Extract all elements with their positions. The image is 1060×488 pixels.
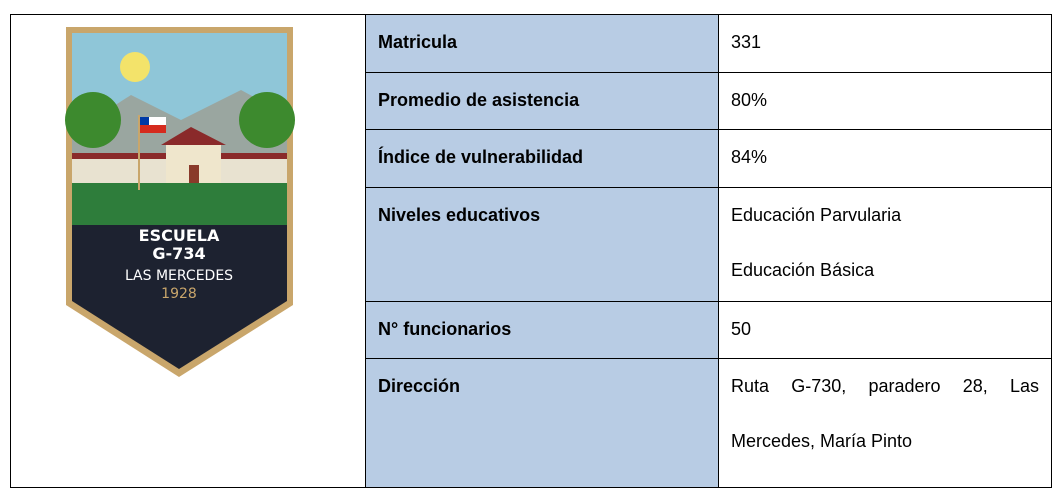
row-label: Promedio de asistencia — [365, 71, 719, 131]
field — [72, 180, 287, 225]
tree-right — [239, 92, 295, 148]
value-line: Educación Básica — [731, 259, 875, 280]
value-line: 84% — [731, 147, 768, 168]
table-body: ESCUELA G-734 LAS MERCEDES 1928 Matricula 331… — [10, 14, 1052, 488]
value-line: Educación Parvularia — [731, 204, 902, 225]
hills — [72, 90, 287, 165]
row-label: N° funcionarios — [365, 300, 719, 360]
table-row: Índice de vulnerabilidad 84% — [11, 129, 1052, 188]
table-row: Niveles educativos Educación Parvularia Ed… — [11, 186, 1052, 302]
row-label: Matricula — [365, 14, 719, 73]
table-row: N° funcionarios 50 — [11, 300, 1052, 360]
info-table: ESCUELA G-734 LAS MERCEDES 1928 Matricula 331… — [10, 14, 1052, 488]
table-row: Promedio de asistencia 80% — [11, 71, 1052, 131]
row-label: Índice de vulnerabilidad — [365, 129, 719, 188]
table-row: Dirección Ruta G-730, paradero 28, Las Me… — [11, 358, 1052, 488]
logo-text: LAS MERCEDES — [125, 268, 233, 284]
logo-text: 1928 — [161, 286, 197, 302]
flag-red — [140, 125, 166, 133]
logo-text: ESCUELA — [139, 226, 220, 245]
tree-left — [65, 92, 121, 148]
logo-text: G-734 — [152, 244, 205, 263]
row-label: Dirección — [365, 358, 719, 488]
door — [189, 165, 199, 183]
value-line: 50 — [731, 318, 752, 339]
row-value: 84% — [718, 129, 1052, 188]
row-value: 80% — [718, 71, 1052, 131]
table-row: ESCUELA G-734 LAS MERCEDES 1928 Matricula 331 — [10, 14, 1052, 488]
sun — [120, 52, 150, 82]
roof — [161, 127, 226, 145]
row-value: Educación Parvularia Educación Básica — [718, 186, 1052, 302]
row-value: 331 — [718, 14, 1052, 73]
value-line: Ruta G-730, paradero 28, Las Mercedes, M… — [731, 376, 1039, 452]
value-line: 80% — [731, 89, 768, 110]
row-value: Ruta G-730, paradero 28, Las Mercedes, M… — [718, 358, 1052, 488]
flag-white — [140, 117, 166, 125]
value-line: 331 — [731, 32, 762, 52]
row-label: Niveles educativos — [365, 186, 719, 302]
logo-cell: ESCUELA G-734 LAS MERCEDES 1928 — [10, 14, 366, 488]
flag-blue — [140, 117, 149, 125]
row-value: 50 — [718, 300, 1052, 360]
